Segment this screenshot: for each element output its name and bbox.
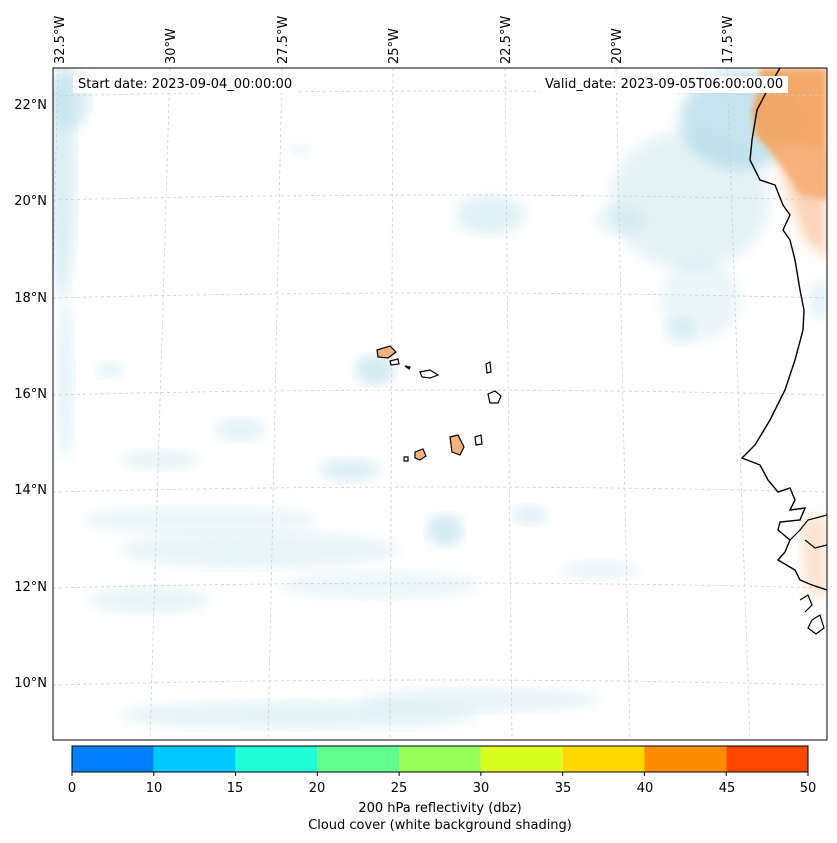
colorbar-title: 200 hPa reflectivity (dbz)	[358, 801, 522, 816]
land-reflectivity-shading	[752, 68, 827, 600]
map-frame	[52, 67, 828, 741]
colorbar-tick: 20	[308, 781, 326, 796]
cape-verde-islands	[376, 345, 502, 462]
colorbar-segment	[317, 746, 400, 772]
colorbar-tick: 50	[799, 781, 817, 796]
lat-label: 22°N	[14, 98, 47, 113]
colorbar-tick: 40	[636, 781, 654, 796]
lon-label: 30°W	[164, 28, 179, 64]
colorbar-tick: 0	[67, 781, 77, 796]
colorbar-segment	[399, 746, 481, 772]
map-area	[53, 68, 827, 740]
colorbar-frame	[71, 745, 809, 773]
lon-label: 32.5°W	[53, 15, 68, 64]
lat-label: 14°N	[14, 483, 47, 498]
lat-label: 16°N	[14, 387, 47, 402]
lat-label: 10°N	[14, 676, 47, 691]
colorbar-segment	[153, 746, 236, 772]
start-date-label: Start date: 2023-09-04_00:00:00	[73, 76, 298, 93]
colorbar-segment	[72, 746, 154, 772]
lat-label: 12°N	[14, 580, 47, 595]
colorbar-tick: 25	[390, 781, 408, 796]
colorbar-segment	[726, 746, 808, 772]
lon-label: 27.5°W	[276, 15, 291, 64]
colorbar-segment	[480, 746, 563, 772]
lon-label: 17.5°W	[721, 15, 736, 64]
cloud-shading	[53, 68, 827, 729]
colorbar-tick: 35	[554, 781, 572, 796]
colorbar-segment	[235, 746, 318, 772]
colorbar-tick: 10	[145, 781, 163, 796]
guinea-bissau-coast	[789, 514, 827, 635]
colorbar	[71, 745, 809, 776]
colorbar-subtitle: Cloud cover (white background shading)	[308, 818, 572, 833]
lon-label: 20°W	[610, 28, 625, 64]
valid-date-label: Valid_date: 2023-09-05T06:00:00.00	[540, 76, 789, 93]
colorbar-tick: 15	[226, 781, 244, 796]
lat-label: 18°N	[14, 291, 47, 306]
colorbar-tick: 30	[472, 781, 490, 796]
lon-label: 25°W	[387, 28, 402, 64]
colorbar-tick: 45	[718, 781, 736, 796]
lat-label: 20°N	[14, 194, 47, 209]
colorbar-segment	[644, 746, 727, 772]
gridlines	[53, 68, 827, 740]
lon-label: 22.5°W	[499, 15, 514, 64]
colorbar-segment	[562, 746, 645, 772]
